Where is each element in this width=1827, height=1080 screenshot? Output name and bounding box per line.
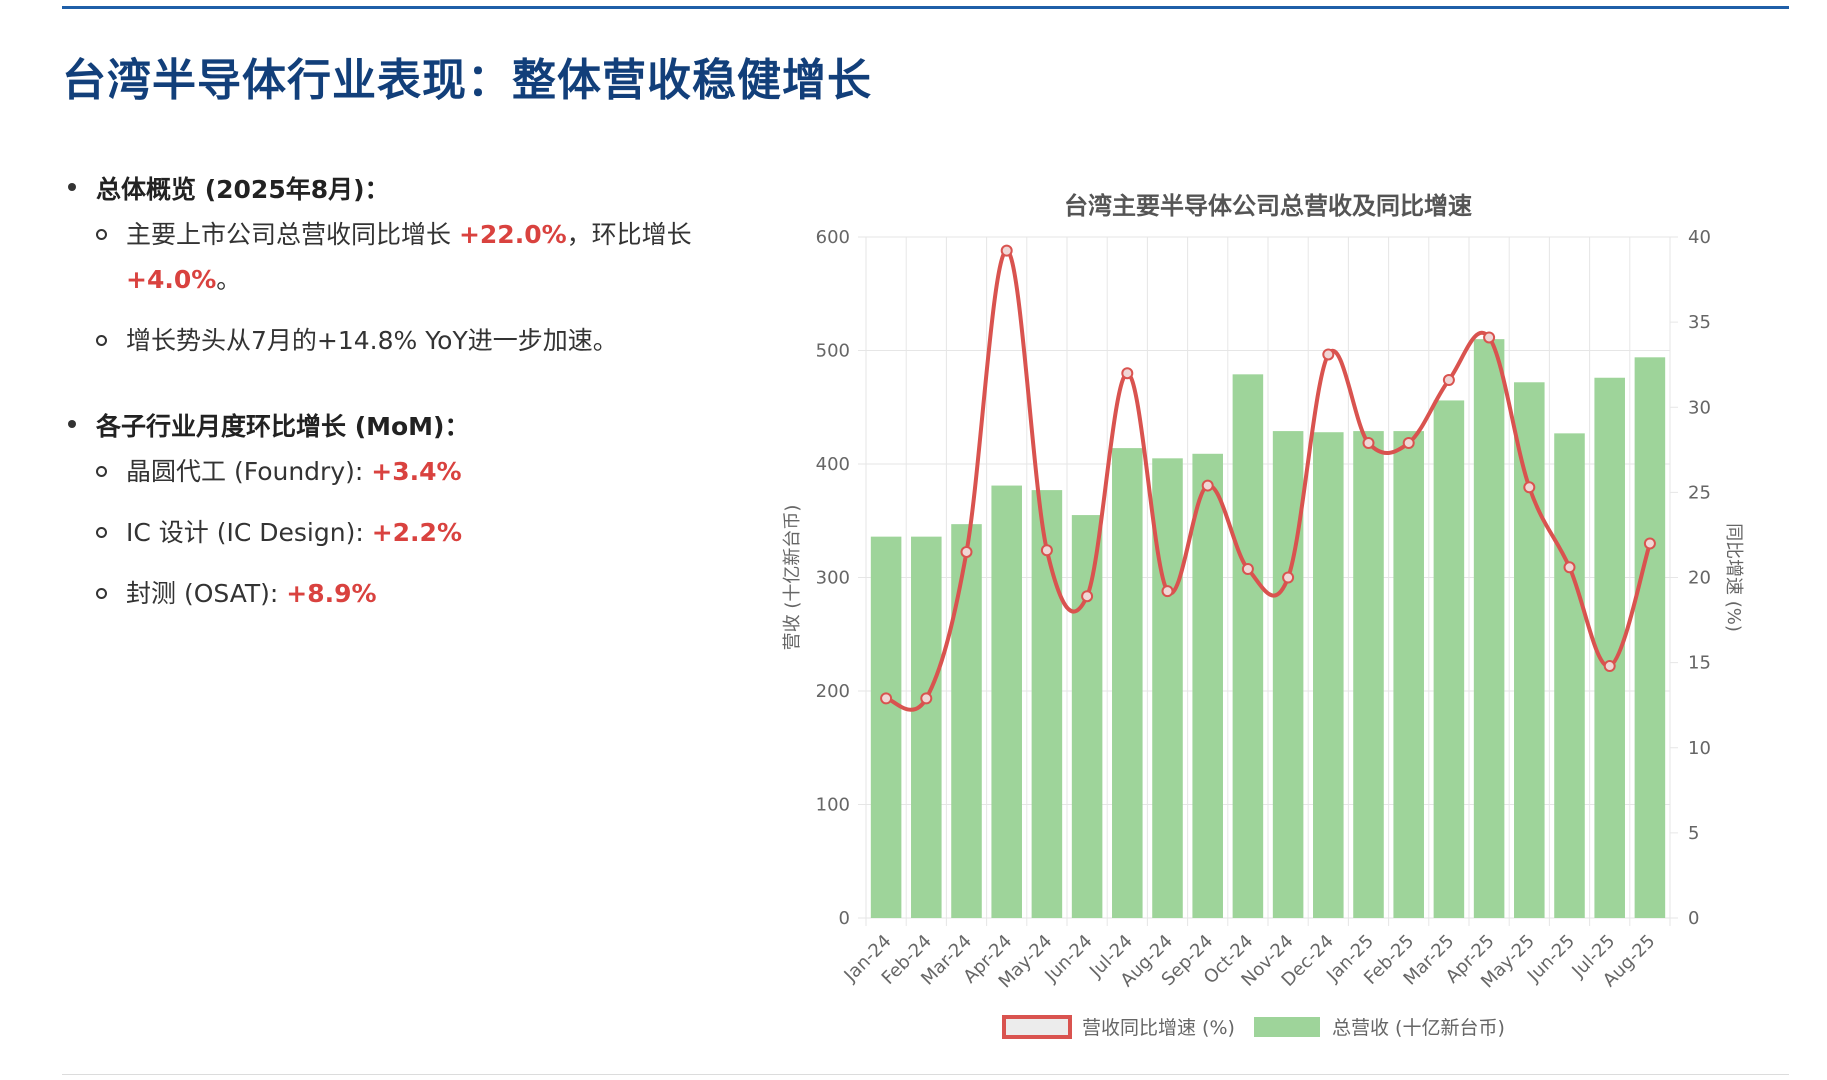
y-axis-title: 营收 (十亿新台币) <box>782 505 803 651</box>
mom-value: +4.0% <box>126 265 217 294</box>
bottom-rule <box>62 1074 1789 1075</box>
revenue-bar <box>951 524 982 918</box>
growth-text-post: 。 <box>216 265 242 294</box>
revenue-bar <box>1071 515 1103 918</box>
yoy-growth-point <box>1000 244 1013 257</box>
revenue-bar <box>991 485 1022 918</box>
overview-item-momentum: 增长势头从7月的+14.8% YoY进一步加速。 <box>96 318 742 363</box>
revenue-bar <box>1031 490 1063 918</box>
revenue-bar <box>1634 357 1666 918</box>
legend-label: 总营收 (十亿新台币) <box>1332 1017 1505 1039</box>
yoy-growth-point <box>920 692 933 705</box>
legend-swatch-line <box>1002 1015 1072 1039</box>
yoy-growth-point <box>1563 561 1576 574</box>
y2-tick-label: 10 <box>1688 738 1711 759</box>
revenue-bar <box>1393 431 1424 918</box>
yoy-growth-point <box>1362 437 1375 450</box>
chart-title: 台湾主要半导体公司总营收及同比增速 <box>1064 192 1472 220</box>
page-title: 台湾半导体行业表现：整体营收稳健增长 <box>62 55 872 106</box>
top-rule <box>62 6 1789 9</box>
yoy-growth-point <box>880 692 893 705</box>
revenue-bar <box>870 536 902 918</box>
yoy-growth-point <box>1322 348 1335 361</box>
overview-item-growth: 主要上市公司总营收同比增长 +22.0%，环比增长 +4.0%。 <box>96 212 742 302</box>
yoy-growth-point <box>1040 544 1053 557</box>
revenue-bar <box>1232 374 1264 919</box>
subsector-label: 晶圆代工 (Foundry): <box>126 457 372 486</box>
subsector-value: +3.4% <box>371 457 462 486</box>
y2-tick-label: 30 <box>1688 397 1711 418</box>
yoy-growth-point <box>960 545 973 558</box>
y2-tick-label: 20 <box>1688 568 1711 589</box>
revenue-bar <box>1353 431 1384 918</box>
revenue-bar <box>1554 433 1585 918</box>
summary-panel: 总体概览 (2025年8月)： 主要上市公司总营收同比增长 +22.0%，环比增… <box>62 170 742 646</box>
y-tick-label: 600 <box>816 227 850 248</box>
revenue-bar <box>1473 339 1505 918</box>
subsector-item-osat: 封测 (OSAT): +8.9% <box>96 571 742 616</box>
yoy-growth-point <box>1523 481 1536 494</box>
y-tick-label: 500 <box>816 341 850 362</box>
revenue-bar <box>1433 400 1465 918</box>
y2-tick-label: 35 <box>1688 312 1711 333</box>
subsector-item-foundry: 晶圆代工 (Foundry): +3.4% <box>96 449 742 494</box>
yoy-growth-point <box>1081 590 1094 603</box>
y-tick-label: 100 <box>816 795 850 816</box>
revenue-bar <box>1152 458 1183 918</box>
subsector-value: +2.2% <box>371 518 462 547</box>
yoy-growth-point <box>1603 660 1616 673</box>
y2-tick-label: 25 <box>1688 482 1711 503</box>
y-tick-label: 0 <box>839 908 850 929</box>
y2-tick-label: 0 <box>1688 908 1699 929</box>
subsector-value: +8.9% <box>286 579 377 608</box>
revenue-bar <box>1272 431 1304 918</box>
yoy-growth-point <box>1282 571 1295 584</box>
growth-text-mid: ，环比增长 <box>566 220 692 249</box>
y-tick-label: 400 <box>816 454 850 475</box>
yoy-growth-point <box>1201 479 1214 492</box>
y-tick-label: 200 <box>816 681 850 702</box>
y2-tick-label: 15 <box>1688 653 1711 674</box>
subsector-label: IC 设计 (IC Design): <box>126 518 372 547</box>
subsector-label: 封测 (OSAT): <box>126 579 287 608</box>
y2-tick-label: 5 <box>1688 823 1699 844</box>
growth-text-pre: 主要上市公司总营收同比增长 <box>126 220 459 249</box>
revenue-bar <box>1313 432 1344 918</box>
y2-axis-title: 同比增速 (%) <box>1723 523 1744 632</box>
yoy-growth-point <box>1161 585 1174 598</box>
revenue-bar <box>1514 382 1545 918</box>
legend-label: 营收同比增速 (%) <box>1082 1017 1235 1039</box>
subsector-section: 各子行业月度环比增长 (MoM)： 晶圆代工 (Foundry): +3.4% … <box>62 407 742 616</box>
yoy-growth-point <box>1241 562 1254 575</box>
legend-swatch-bar <box>1254 1017 1320 1037</box>
subsector-heading: 各子行业月度环比增长 (MoM)： <box>96 412 470 441</box>
yoy-growth-point <box>1643 537 1656 550</box>
y2-tick-label: 40 <box>1688 227 1711 248</box>
y-tick-label: 300 <box>816 568 850 589</box>
revenue-bar <box>1112 448 1143 918</box>
overview-heading: 总体概览 (2025年8月)： <box>96 175 390 204</box>
yoy-growth-point <box>1442 374 1455 387</box>
yoy-growth-point <box>1402 437 1415 450</box>
yoy-growth-point <box>1121 367 1134 380</box>
revenue-bar <box>911 536 942 918</box>
yoy-value: +22.0% <box>458 220 567 249</box>
yoy-growth-point <box>1483 331 1496 344</box>
revenue-bar <box>1192 453 1223 918</box>
subsector-item-ic-design: IC 设计 (IC Design): +2.2% <box>96 510 742 555</box>
overview-section: 总体概览 (2025年8月)： 主要上市公司总营收同比增长 +22.0%，环比增… <box>62 170 742 363</box>
